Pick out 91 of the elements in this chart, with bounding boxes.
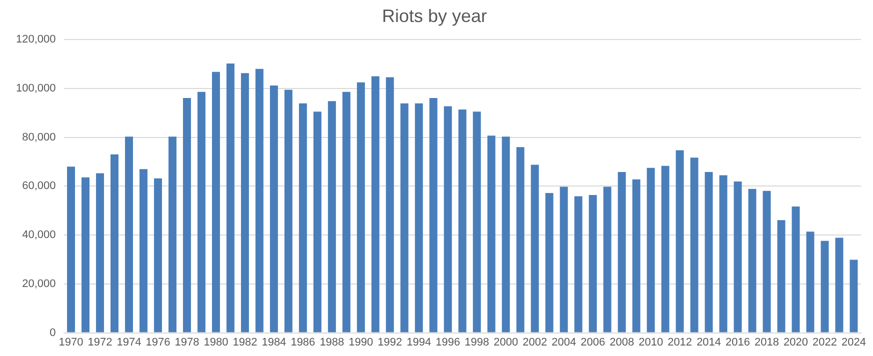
bar [182, 98, 191, 332]
bar [806, 232, 814, 332]
bar [313, 112, 322, 332]
x-tick-label: 1978 [174, 336, 200, 348]
bar [197, 92, 206, 332]
bar [632, 179, 640, 332]
bar [762, 190, 771, 332]
bar [618, 172, 626, 332]
x-tick-label: 1972 [88, 336, 112, 348]
bar [386, 77, 394, 332]
x-tick-label: 1988 [320, 336, 344, 348]
bar [400, 103, 408, 332]
x-tick-label: 2024 [842, 336, 866, 348]
x-tick-label: 1980 [204, 336, 228, 348]
x-tick-label: 2000 [494, 336, 518, 348]
bar [356, 82, 365, 332]
bar [414, 103, 423, 332]
bar [719, 175, 728, 332]
bar [240, 73, 249, 332]
chart-title: Riots by year [382, 6, 488, 26]
bar [603, 186, 612, 332]
bar [67, 166, 75, 332]
x-tick-label: 1982 [232, 336, 258, 348]
x-tick-label: 2008 [610, 336, 634, 348]
bar [212, 72, 220, 332]
y-tick-label: 60,000 [22, 180, 56, 192]
bar [560, 186, 568, 332]
bar [298, 103, 307, 332]
bar [574, 196, 582, 332]
bar [487, 136, 496, 332]
bar [154, 178, 162, 332]
bar [270, 86, 278, 332]
bar [850, 260, 858, 332]
bar [472, 112, 481, 332]
x-tick-label: 2010 [638, 336, 664, 348]
bar [646, 168, 655, 332]
bar [588, 194, 597, 332]
x-tick-label: 2018 [754, 336, 780, 348]
x-tick-label: 2014 [696, 336, 722, 348]
bar [429, 98, 438, 332]
bar [110, 154, 118, 332]
bar [226, 64, 234, 332]
x-tick-label: 1986 [290, 336, 316, 348]
x-tick-label: 1994 [406, 336, 432, 348]
x-tick-label: 2002 [522, 336, 548, 348]
y-tick-label: 100,000 [16, 82, 56, 94]
bar [545, 193, 554, 332]
bar [371, 76, 380, 332]
x-tick-label: 2004 [552, 336, 576, 348]
bar [690, 158, 698, 332]
x-tick-label: 1984 [262, 336, 286, 348]
x-tick-label: 2020 [784, 336, 808, 348]
bar [502, 136, 510, 332]
bar [140, 169, 148, 332]
bar [96, 173, 104, 332]
bar [748, 188, 756, 332]
x-tick-label: 2012 [668, 336, 692, 348]
bar [792, 206, 800, 332]
bar [125, 136, 133, 332]
x-tick-label: 2016 [726, 336, 750, 348]
x-tick-label: 1974 [116, 336, 142, 348]
bar [661, 166, 670, 332]
y-tick-label: 40,000 [22, 229, 56, 242]
x-tick-label: 1996 [436, 336, 460, 348]
bar [255, 68, 264, 332]
x-tick-label: 1976 [146, 336, 170, 348]
bar [704, 172, 713, 332]
bar [82, 177, 90, 332]
y-tick-label: 120,000 [16, 34, 56, 46]
y-tick-label: 20,000 [22, 278, 56, 290]
bar [530, 164, 539, 332]
x-tick-label: 1990 [348, 336, 374, 348]
y-tick-label: 0 [50, 326, 56, 339]
x-tick-label: 1970 [58, 336, 84, 348]
bar [734, 182, 742, 332]
bar [676, 150, 684, 332]
bar [328, 101, 336, 332]
bar [777, 220, 786, 332]
bar [168, 136, 176, 332]
bar [444, 106, 452, 332]
bar [284, 90, 292, 332]
x-tick-label: 1998 [464, 336, 490, 348]
x-tick-label: 2022 [812, 336, 838, 348]
bar [458, 109, 466, 332]
bar [342, 92, 350, 332]
bar [516, 147, 524, 332]
x-tick-label: 1992 [378, 336, 402, 348]
y-tick-label: 80,000 [22, 131, 56, 144]
bar [835, 238, 844, 332]
x-tick-label: 2006 [580, 336, 606, 348]
bar [820, 240, 829, 332]
